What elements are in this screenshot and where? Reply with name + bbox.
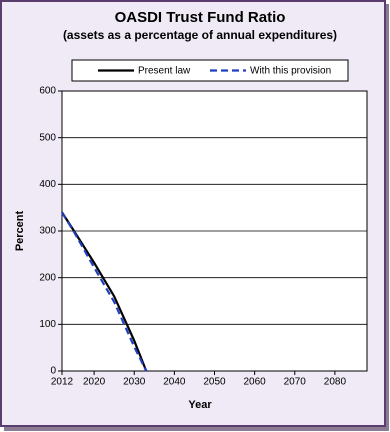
series-line <box>61 211 148 372</box>
x-axis-label: Year <box>188 399 212 411</box>
x-tick-label: 2070 <box>284 377 307 388</box>
chart-title: OASDI Trust Fund Ratio <box>115 9 286 26</box>
series-line <box>61 211 148 372</box>
chart-subtitle: (assets as a percentage of annual expend… <box>63 28 337 42</box>
y-tick-label: 0 <box>50 366 56 377</box>
y-tick-label: 500 <box>39 132 56 143</box>
x-tick-label: 2012 <box>51 377 74 388</box>
y-tick-label: 100 <box>39 319 56 330</box>
x-tick-label: 2060 <box>244 377 267 388</box>
x-tick-label: 2020 <box>83 377 106 388</box>
y-tick-label: 300 <box>39 226 56 237</box>
x-tick-label: 2080 <box>324 377 347 388</box>
y-tick-label: 600 <box>39 86 56 97</box>
x-tick-label: 2040 <box>163 377 186 388</box>
legend-label: Present law <box>138 66 191 77</box>
x-tick-label: 2050 <box>203 377 226 388</box>
y-axis-label: Percent <box>14 210 26 251</box>
x-tick-label: 2030 <box>123 377 146 388</box>
legend-label: With this provision <box>250 66 331 77</box>
y-tick-label: 200 <box>39 272 56 283</box>
y-tick-label: 400 <box>39 179 56 190</box>
